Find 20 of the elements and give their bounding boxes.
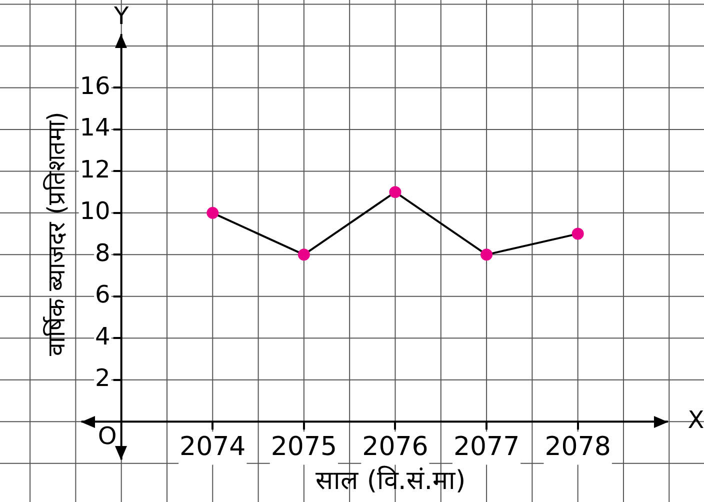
point [572, 228, 584, 240]
y-tick-label: 14 [80, 114, 110, 142]
x-tick-label: 2075 [270, 432, 338, 462]
point [206, 206, 219, 219]
y-tick-label: 10 [80, 197, 110, 226]
point [389, 186, 402, 198]
x-tick-label: 2078 [544, 432, 611, 462]
y-tick-label: 6 [95, 280, 110, 309]
y-tick-label: 12 [80, 155, 110, 184]
y-tick-label: 8 [95, 238, 110, 267]
x-tick-label: 2076 [362, 432, 428, 462]
y-tick-label: 16 [80, 72, 110, 100]
y-axis-title: वार्षिक ब्याजदर (प्रतिशतमा) [42, 112, 71, 356]
text: O [98, 422, 117, 450]
x-tick-label: 2077 [453, 432, 520, 462]
point [480, 248, 493, 261]
point [298, 248, 310, 261]
x-tick-label: 2074 [180, 432, 246, 462]
y-tick-label: 2 [95, 364, 110, 392]
y-tick-label: 4 [95, 322, 110, 350]
